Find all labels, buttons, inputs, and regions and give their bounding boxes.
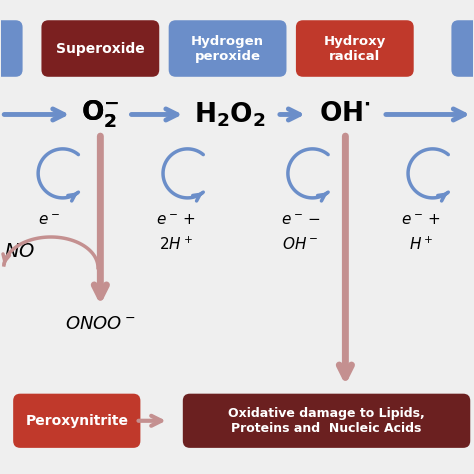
Text: $2H^+$: $2H^+$: [159, 236, 193, 253]
FancyBboxPatch shape: [41, 20, 159, 77]
Text: $\mathbf{O_2^{-}}$: $\mathbf{O_2^{-}}$: [81, 99, 119, 130]
FancyBboxPatch shape: [451, 20, 474, 77]
Text: Peroxynitrite: Peroxynitrite: [25, 414, 128, 428]
Text: $e^- +$: $e^- +$: [156, 213, 196, 228]
Text: $H^+$: $H^+$: [409, 236, 433, 253]
Text: $e^- +$: $e^- +$: [401, 213, 441, 228]
Text: $e^-$: $e^-$: [37, 213, 60, 228]
Text: Oxidative damage to Lipids,
Proteins and  Nucleic Acids: Oxidative damage to Lipids, Proteins and…: [228, 407, 425, 435]
Text: $e^- -$: $e^- -$: [281, 213, 320, 228]
Text: $\mathbf{H_2O_2}$: $\mathbf{H_2O_2}$: [194, 100, 266, 129]
FancyBboxPatch shape: [169, 20, 286, 77]
FancyBboxPatch shape: [0, 20, 23, 77]
FancyBboxPatch shape: [183, 394, 470, 448]
FancyBboxPatch shape: [13, 394, 140, 448]
Text: Hydroxy
radical: Hydroxy radical: [324, 35, 386, 63]
Text: Superoxide: Superoxide: [56, 42, 145, 55]
Text: $\mathbf{OH^{\bullet}}$: $\mathbf{OH^{\bullet}}$: [319, 101, 371, 128]
Text: Hydrogen
peroxide: Hydrogen peroxide: [191, 35, 264, 63]
Text: $OH^-$: $OH^-$: [283, 236, 319, 252]
Text: $\mathbf{O_2^{\minus}}$: $\mathbf{O_2^{\minus}}$: [81, 99, 119, 130]
FancyBboxPatch shape: [296, 20, 414, 77]
Text: $NO$: $NO$: [4, 242, 35, 261]
Text: $ONOO^-$: $ONOO^-$: [65, 315, 136, 333]
